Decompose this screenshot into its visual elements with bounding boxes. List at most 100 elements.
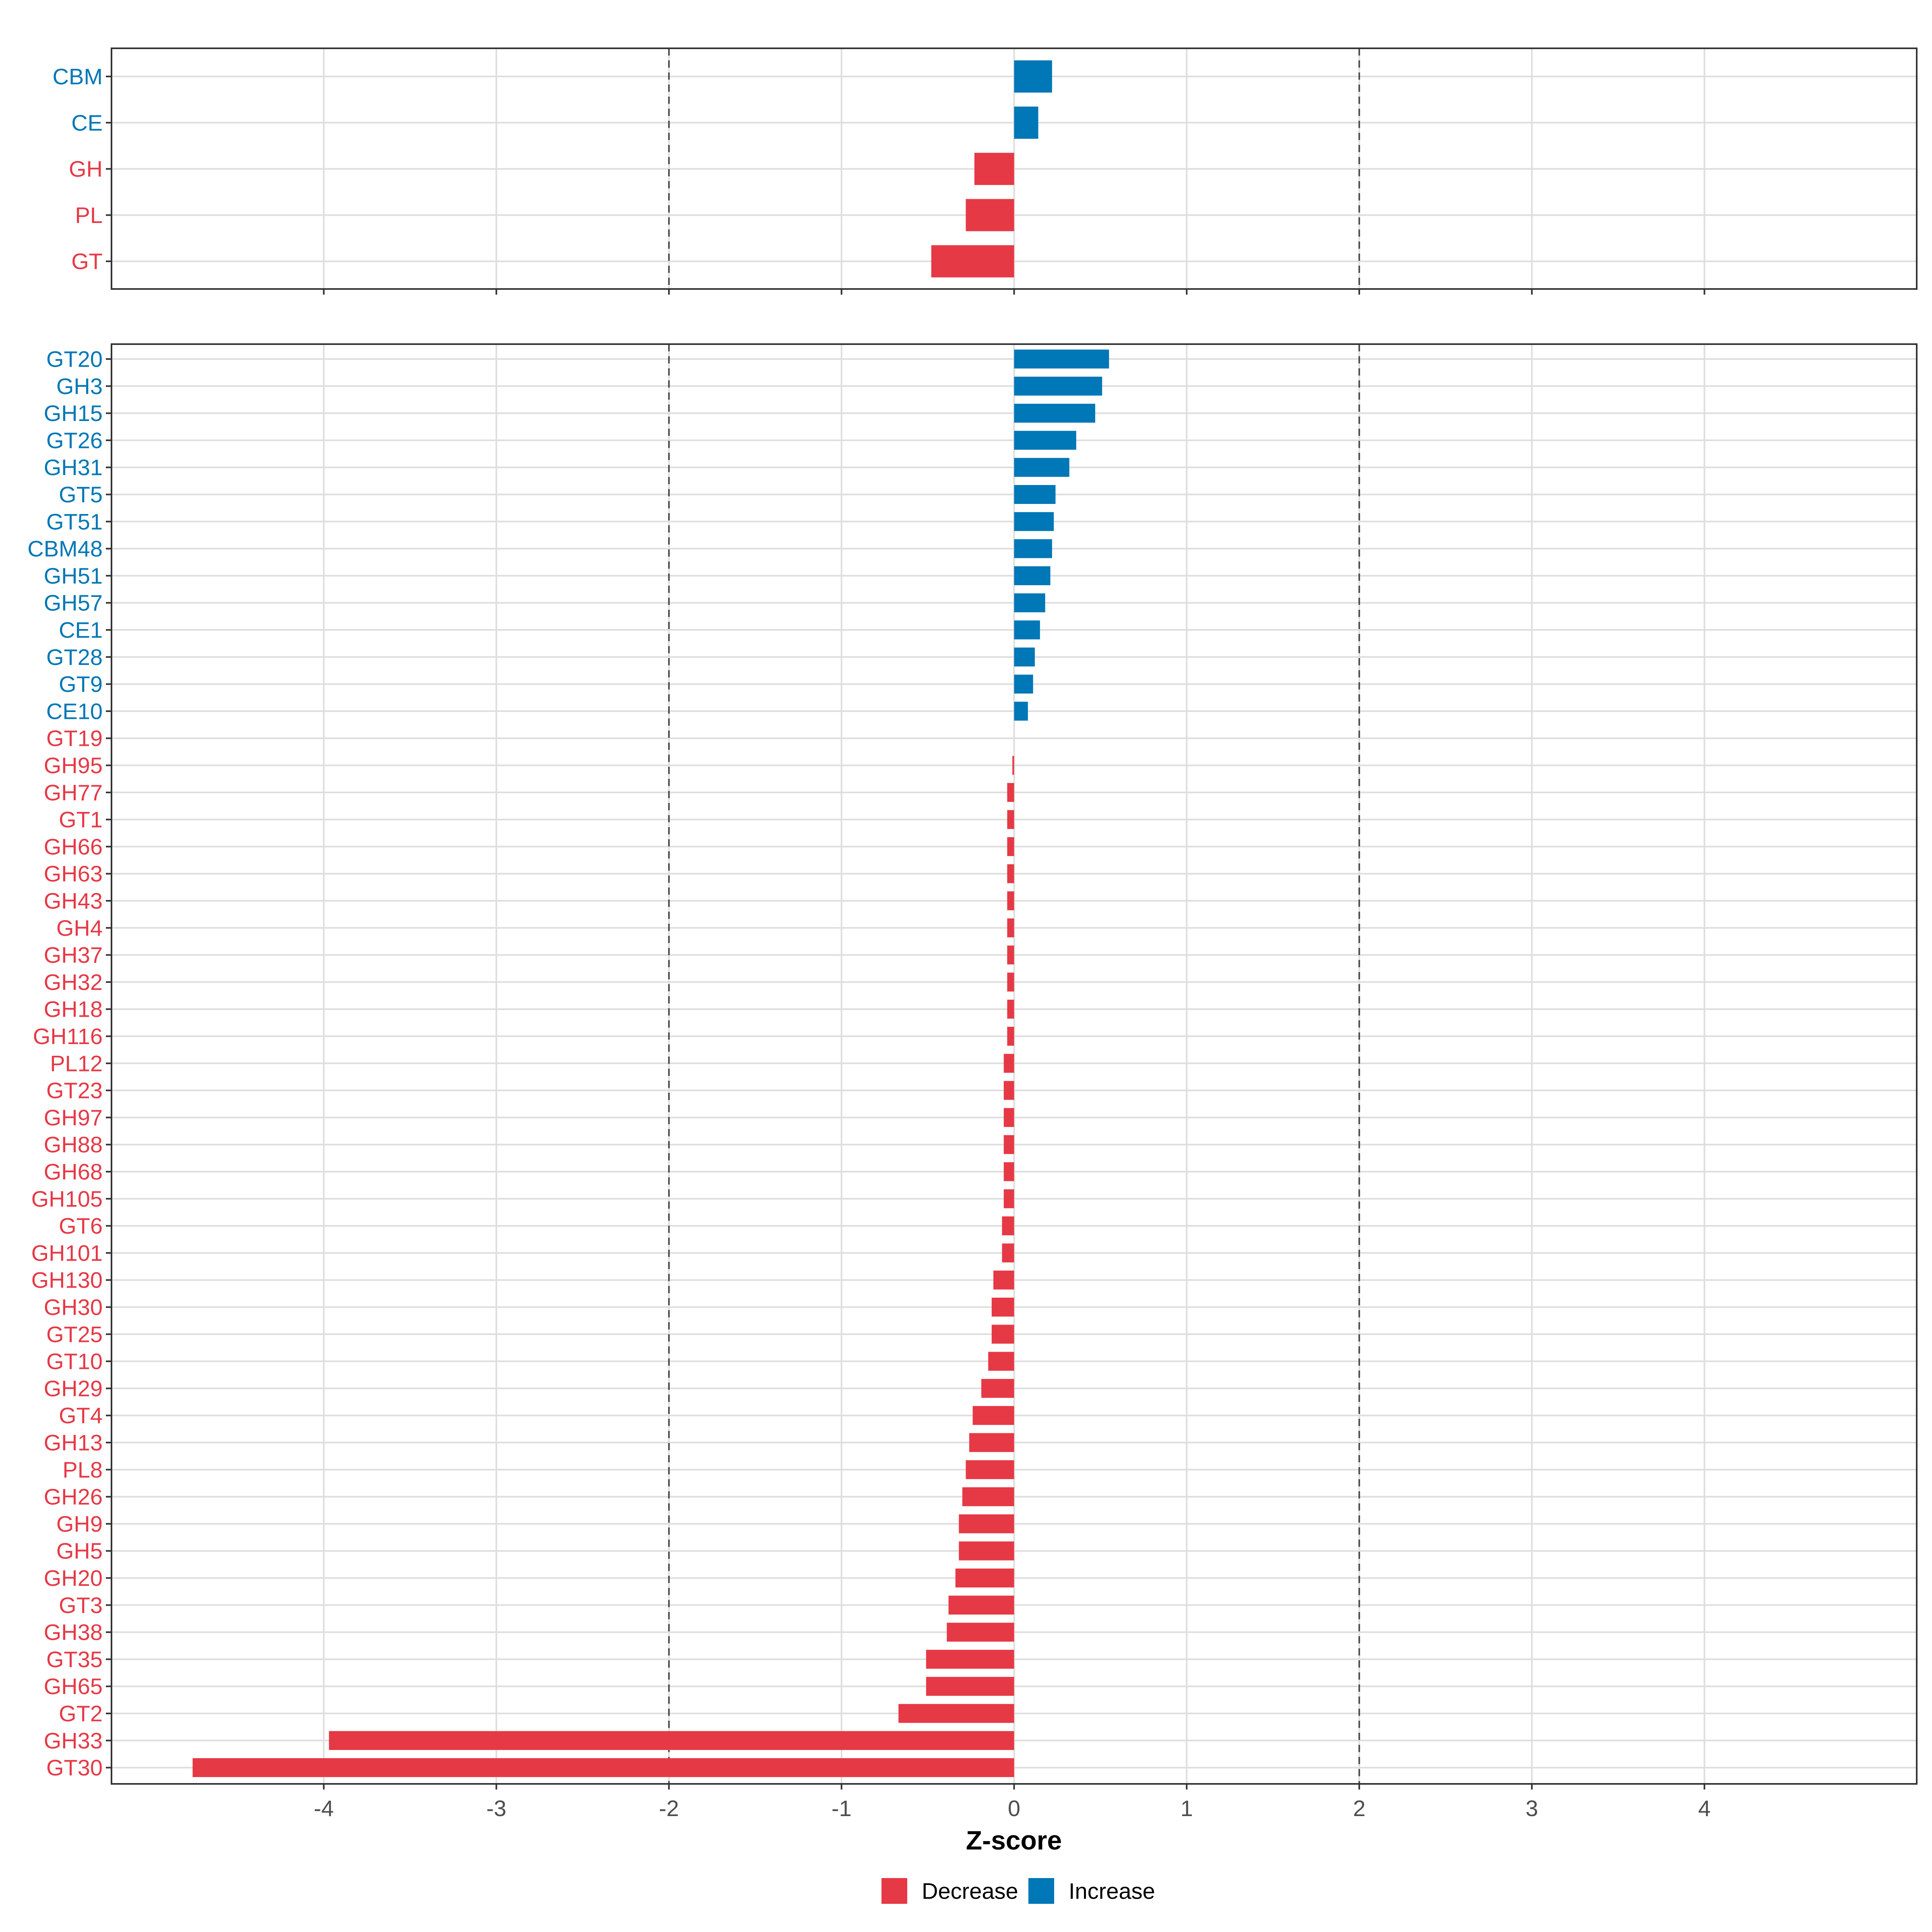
- y-tick-label: GT35: [46, 1647, 103, 1672]
- bar: [1012, 756, 1014, 775]
- bar: [969, 1433, 1014, 1452]
- y-tick-label: GT28: [46, 644, 103, 670]
- legend-label-decrease: Decrease: [922, 1878, 1018, 1904]
- y-tick-label: GH31: [44, 455, 103, 480]
- y-tick-label: GH15: [44, 400, 103, 426]
- bar: [1014, 702, 1028, 721]
- bar: [192, 1758, 1014, 1777]
- x-tick-label: 2: [1353, 1796, 1365, 1821]
- y-tick-label: GT26: [46, 427, 103, 453]
- panel-border: [111, 47, 1918, 290]
- bar: [1014, 376, 1102, 396]
- bar: [1007, 891, 1014, 910]
- y-tick-label: GH130: [31, 1267, 103, 1293]
- bar: [1014, 60, 1052, 93]
- bar: [1003, 1162, 1014, 1181]
- y-tick-label: GH66: [44, 834, 103, 859]
- bar: [1014, 566, 1051, 585]
- x-tick-label: 4: [1698, 1796, 1711, 1821]
- bar: [1003, 1135, 1014, 1154]
- y-tick-label: GH77: [44, 780, 103, 805]
- bar: [947, 1622, 1014, 1642]
- y-tick-label: GT20: [46, 347, 103, 372]
- y-tick-label: PL12: [50, 1051, 103, 1076]
- y-tick-label: GH3: [56, 374, 103, 399]
- x-tick-label: -3: [486, 1796, 506, 1821]
- y-tick-label: GH30: [44, 1294, 103, 1320]
- bottom-panel: GT20GH3GH15GT26GH31GT5GT51CBM48GH51GH57C…: [27, 343, 1918, 1790]
- bar: [972, 1406, 1014, 1425]
- y-tick-label: GH33: [44, 1728, 103, 1753]
- bar: [926, 1649, 1014, 1669]
- y-tick-label: GT23: [46, 1078, 103, 1103]
- y-tick-label: GT3: [59, 1592, 103, 1618]
- bar: [959, 1541, 1014, 1560]
- y-tick-label: GH97: [44, 1105, 103, 1130]
- y-tick-label: PL8: [62, 1457, 103, 1482]
- bar: [1002, 1216, 1014, 1236]
- bar: [948, 1596, 1014, 1615]
- y-tick-label: GH68: [44, 1159, 103, 1185]
- y-tick-label: CE1: [59, 617, 103, 643]
- bar: [1003, 1108, 1014, 1127]
- bar: [1007, 783, 1014, 802]
- bar: [993, 1270, 1014, 1290]
- bar: [898, 1704, 1014, 1723]
- y-tick-label: GH5: [56, 1538, 103, 1564]
- bar: [1003, 1054, 1014, 1073]
- y-tick-label: CE10: [46, 698, 103, 724]
- bar: [1002, 1243, 1014, 1263]
- bar: [1007, 918, 1014, 937]
- bar: [991, 1298, 1014, 1317]
- y-tick-label: GT6: [59, 1213, 103, 1238]
- y-tick-label: GT5: [59, 482, 103, 507]
- bar: [981, 1379, 1014, 1398]
- y-tick-label: CBM: [53, 64, 103, 89]
- y-tick-label: GH57: [44, 590, 103, 615]
- y-tick-label: GH101: [31, 1240, 103, 1265]
- y-tick-label: GH105: [31, 1186, 103, 1212]
- y-tick-label: GH18: [44, 997, 103, 1022]
- bar: [1014, 512, 1054, 531]
- y-tick-label: GT10: [46, 1349, 103, 1374]
- y-tick-label: PL: [75, 202, 103, 228]
- bar: [962, 1487, 1014, 1507]
- bar: [1014, 593, 1045, 613]
- top-panel: CBM CE GH PL GT: [53, 47, 1918, 295]
- y-tick-label: GT30: [46, 1755, 103, 1780]
- bar: [1014, 349, 1109, 369]
- y-tick-label: GH26: [44, 1484, 103, 1509]
- bar: [991, 1325, 1014, 1344]
- bar: [1014, 539, 1052, 558]
- bar: [1014, 675, 1033, 694]
- bar: [1014, 620, 1040, 640]
- x-tick-label: -2: [659, 1796, 679, 1821]
- bar: [1007, 810, 1014, 829]
- y-tick-label: GH: [69, 156, 103, 182]
- bar: [1014, 404, 1096, 423]
- y-tick-label: GH95: [44, 753, 103, 778]
- y-tick-label: GT51: [46, 509, 103, 534]
- y-tick-label: GT1: [59, 807, 103, 832]
- x-tick-label: 1: [1181, 1796, 1193, 1821]
- y-tick-label: GT2: [59, 1701, 103, 1726]
- x-tick-label: -4: [314, 1796, 334, 1821]
- bar: [1007, 837, 1014, 856]
- x-tick-label: 3: [1525, 1796, 1538, 1821]
- bar: [926, 1677, 1014, 1696]
- y-tick-label: GH32: [44, 969, 103, 995]
- y-tick-label: GT25: [46, 1321, 103, 1347]
- x-tick-label: 0: [1008, 1796, 1020, 1821]
- y-tick-label: GT19: [46, 726, 103, 751]
- y-tick-label: GH88: [44, 1132, 103, 1157]
- y-tick-label: GH13: [44, 1430, 103, 1455]
- legend-label-increase: Increase: [1069, 1878, 1155, 1904]
- y-tick-label: GH38: [44, 1620, 103, 1645]
- bar: [931, 245, 1014, 278]
- bar: [966, 199, 1014, 231]
- y-tick-label: GT9: [59, 671, 103, 697]
- y-tick-label: GT4: [59, 1403, 103, 1428]
- y-tick-label: GH29: [44, 1376, 103, 1401]
- bar: [988, 1352, 1014, 1371]
